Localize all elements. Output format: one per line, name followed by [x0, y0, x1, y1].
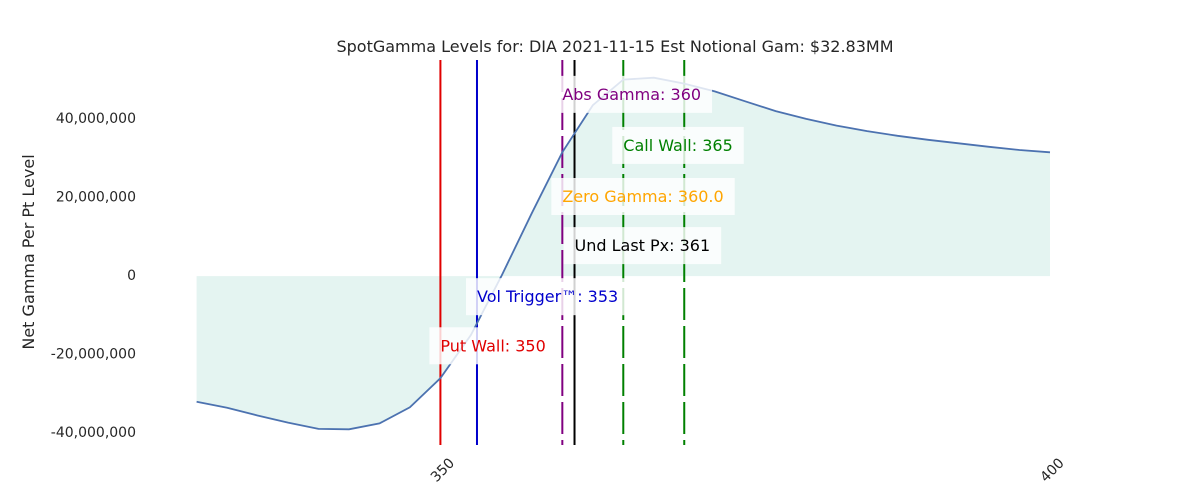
- y-tick-label: -20,000,000: [51, 347, 136, 363]
- annotation-box-und_last_px: [563, 227, 722, 265]
- annotation-zero_gamma: Zero Gamma: 360.0: [551, 178, 735, 215]
- annotation-box-call_wall_a: [612, 126, 744, 164]
- annotation-put_wall: Put Wall: 350: [429, 327, 557, 365]
- x-tick-label: 400: [1037, 455, 1067, 485]
- annotation-call_wall_a: Call Wall: 365: [612, 126, 744, 164]
- y-tick-label: 0: [127, 268, 136, 284]
- annotation-text-call_wall_a: Call Wall: 365: [623, 136, 732, 155]
- annotation-text-put_wall: Put Wall: 350: [440, 336, 545, 355]
- y-axis-label: Net Gamma Per Pt Level: [19, 154, 38, 349]
- annotation-text-vol_trigger: Vol Trigger™: 353: [477, 287, 618, 306]
- annotation-abs_gamma: Abs Gamma: 360: [551, 75, 713, 113]
- annotation-box-put_wall: [429, 327, 557, 365]
- annotation-box-vol_trigger: [465, 278, 630, 316]
- annotation-box-abs_gamma: [551, 75, 713, 113]
- chart-title: SpotGamma Levels for: DIA 2021-11-15 Est…: [336, 37, 893, 56]
- annotation-box-zero_gamma: [551, 178, 735, 215]
- y-tick-label: -40,000,000: [51, 425, 136, 441]
- annotation-vol_trigger: Vol Trigger™: 353: [465, 278, 630, 316]
- annotation-und_last_px: Und Last Px: 361: [563, 227, 722, 265]
- annotation-text-zero_gamma: Zero Gamma: 360.0: [562, 187, 723, 206]
- y-axis-ticks: 40,000,000 20,000,000 0 -20,000,000 -40,000,…: [51, 111, 136, 441]
- y-tick-label: 40,000,000: [56, 111, 136, 127]
- x-axis-ticks: 350 400: [428, 455, 1068, 485]
- annotation-text-abs_gamma: Abs Gamma: 360: [562, 85, 701, 104]
- plot-area: Put Wall: 350 Vol Trigger™: 353 Abs Gamma:…: [196, 60, 1051, 445]
- y-tick-label: 20,000,000: [56, 190, 136, 206]
- x-tick-label: 350: [428, 455, 458, 485]
- annotation-text-und_last_px: Und Last Px: 361: [575, 236, 711, 255]
